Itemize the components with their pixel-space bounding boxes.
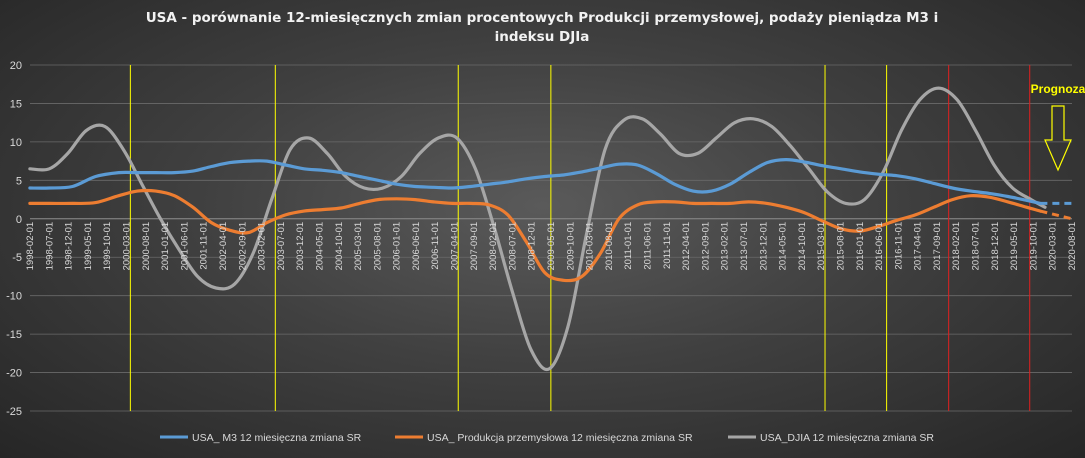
x-tick-label: 2002-09-01: [237, 222, 248, 271]
x-tick-label: 2006-11-01: [430, 222, 441, 270]
x-tick-label: 2000-03-01: [121, 222, 132, 271]
x-tick-label: 2019-10-01: [1028, 222, 1039, 271]
x-tick-label: 2005-08-01: [372, 222, 383, 271]
x-tick-label: 2005-03-01: [353, 222, 364, 271]
x-tick-label: 2003-07-01: [276, 222, 287, 271]
x-tick-label: 2003-02-01: [257, 222, 268, 271]
x-tick-label: 1998-12-01: [64, 222, 75, 271]
x-tick-label: 2018-02-01: [951, 222, 962, 271]
x-tick-label: 1998-07-01: [44, 222, 55, 271]
series-line: [28, 157, 1042, 205]
x-tick-label: 2004-10-01: [334, 222, 345, 271]
x-tick-label: 2019-05-01: [1009, 222, 1020, 271]
x-tick-label: 2011-11-01: [662, 222, 673, 269]
series-line: [28, 188, 1042, 283]
x-tick-label: 2011-06-01: [642, 222, 653, 270]
y-tick-label: 20: [10, 60, 22, 72]
y-tick-label: -20: [6, 368, 22, 380]
x-tick-label: 2012-09-01: [700, 222, 711, 271]
x-tick-label: 1999-10-01: [102, 222, 113, 271]
series-group: [28, 86, 1073, 372]
y-tick-label: 0: [16, 214, 22, 226]
x-tick-label: 2011-01-01: [623, 222, 634, 270]
x-tick-label: 2018-07-01: [971, 222, 982, 271]
x-tick-label: 2017-04-01: [913, 222, 924, 271]
x-tick-label: 2003-12-01: [295, 222, 306, 271]
legend-label: USA_DJIA 12 miesięczna zmiana SR: [760, 432, 934, 444]
title-line: indeksu DJIa: [495, 29, 590, 45]
x-tick-label: 2010-03-01: [585, 222, 596, 271]
x-tick-label: 2009-10-01: [565, 222, 576, 271]
chart-title: USA - porównanie 12-miesięcznych zmian p…: [146, 10, 939, 45]
x-tick-label: 2013-12-01: [758, 222, 769, 271]
forecast-arrow-icon: [1044, 105, 1072, 172]
x-tick-label: 2017-09-01: [932, 222, 943, 271]
x-tick-label: 2016-06-01: [874, 222, 885, 271]
x-tick-label: 2006-06-01: [411, 222, 422, 271]
legend-label: USA_ Produkcja przemysłowa 12 miesięczna…: [427, 432, 693, 444]
x-tick-label: 2007-04-01: [450, 222, 461, 271]
x-tick-label: 1998-02-01: [25, 222, 36, 271]
y-axis: -25 -20 -15 -10 -5 0 5 10 15 20: [6, 60, 22, 418]
y-tick-label: 5: [16, 175, 22, 187]
legend: USA_ M3 12 miesięczna zmiana SR USA_ Prod…: [160, 432, 934, 444]
title-line: USA - porównanie 12-miesięcznych zmian p…: [146, 10, 939, 26]
x-tick-label: 2001-06-01: [179, 222, 190, 271]
y-tick-label: -15: [6, 329, 22, 341]
y-tick-label: 10: [10, 137, 22, 149]
x-tick-label: 2015-08-01: [835, 222, 846, 271]
x-tick-label: 2008-07-01: [507, 222, 518, 271]
x-tick-label: 2006-01-01: [392, 222, 403, 271]
y-tick-label: -5: [12, 252, 22, 264]
y-tick-label: -10: [6, 291, 22, 303]
x-tick-label: 2015-03-01: [816, 222, 827, 271]
x-tick-label: 2014-05-01: [778, 222, 789, 271]
x-tick-label: 2001-01-01: [160, 222, 171, 271]
series-line: [28, 86, 1047, 372]
y-tick-label: -25: [6, 406, 22, 418]
x-axis: 1998-02-01 1998-07-01 1998-12-01 1999-05-01…: [25, 222, 1078, 271]
forecast-label: Prognoza: [1031, 82, 1085, 96]
x-tick-label: 2020-08-01: [1067, 222, 1078, 271]
x-tick-label: 2020-03-01: [1048, 222, 1059, 271]
y-tick-label: 15: [10, 98, 22, 110]
x-tick-label: 2010-08-01: [604, 222, 615, 271]
x-tick-label: 2009-05-01: [546, 222, 557, 271]
x-tick-label: 2012-04-01: [681, 222, 692, 271]
x-tick-label: 2014-10-01: [797, 222, 808, 271]
x-tick-label: 2008-12-01: [527, 222, 538, 271]
x-tick-label: 2007-09-01: [469, 222, 480, 271]
x-tick-label: 2000-08-01: [141, 222, 152, 271]
event-lines: [129, 65, 1031, 411]
x-tick-label: 2016-01-01: [855, 222, 866, 271]
x-tick-label: 1999-05-01: [83, 222, 94, 271]
x-tick-label: 2002-04-01: [218, 222, 229, 271]
legend-label: USA_ M3 12 miesięczna zmiana SR: [192, 432, 362, 444]
forecast-annotation: Prognoza: [1031, 82, 1085, 172]
x-tick-label: 2001-11-01: [199, 222, 210, 270]
x-tick-label: 2013-07-01: [739, 222, 750, 271]
x-tick-label: 2016-11-01: [893, 222, 904, 270]
forecast-line: [1040, 209, 1073, 221]
x-tick-label: 2008-02-01: [488, 222, 499, 271]
x-tick-label: 2018-12-01: [990, 222, 1001, 271]
x-tick-label: 2004-05-01: [314, 222, 325, 271]
x-tick-label: 2013-02-01: [720, 222, 731, 271]
